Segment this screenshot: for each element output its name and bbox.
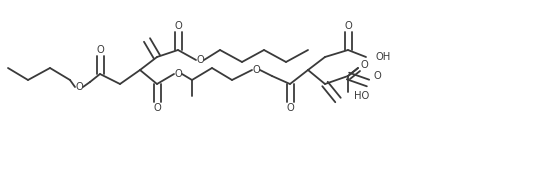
Text: O: O (96, 45, 104, 55)
Text: O: O (252, 65, 260, 75)
Text: O: O (344, 21, 352, 31)
Text: O: O (174, 69, 182, 79)
Text: O: O (374, 71, 382, 81)
Text: O: O (196, 55, 204, 65)
Text: O: O (153, 103, 161, 113)
Text: OH: OH (375, 52, 390, 62)
Text: O: O (75, 82, 83, 92)
Text: O: O (360, 60, 368, 70)
Text: O: O (286, 103, 294, 113)
Text: O: O (174, 21, 182, 31)
Text: HO: HO (354, 91, 369, 101)
